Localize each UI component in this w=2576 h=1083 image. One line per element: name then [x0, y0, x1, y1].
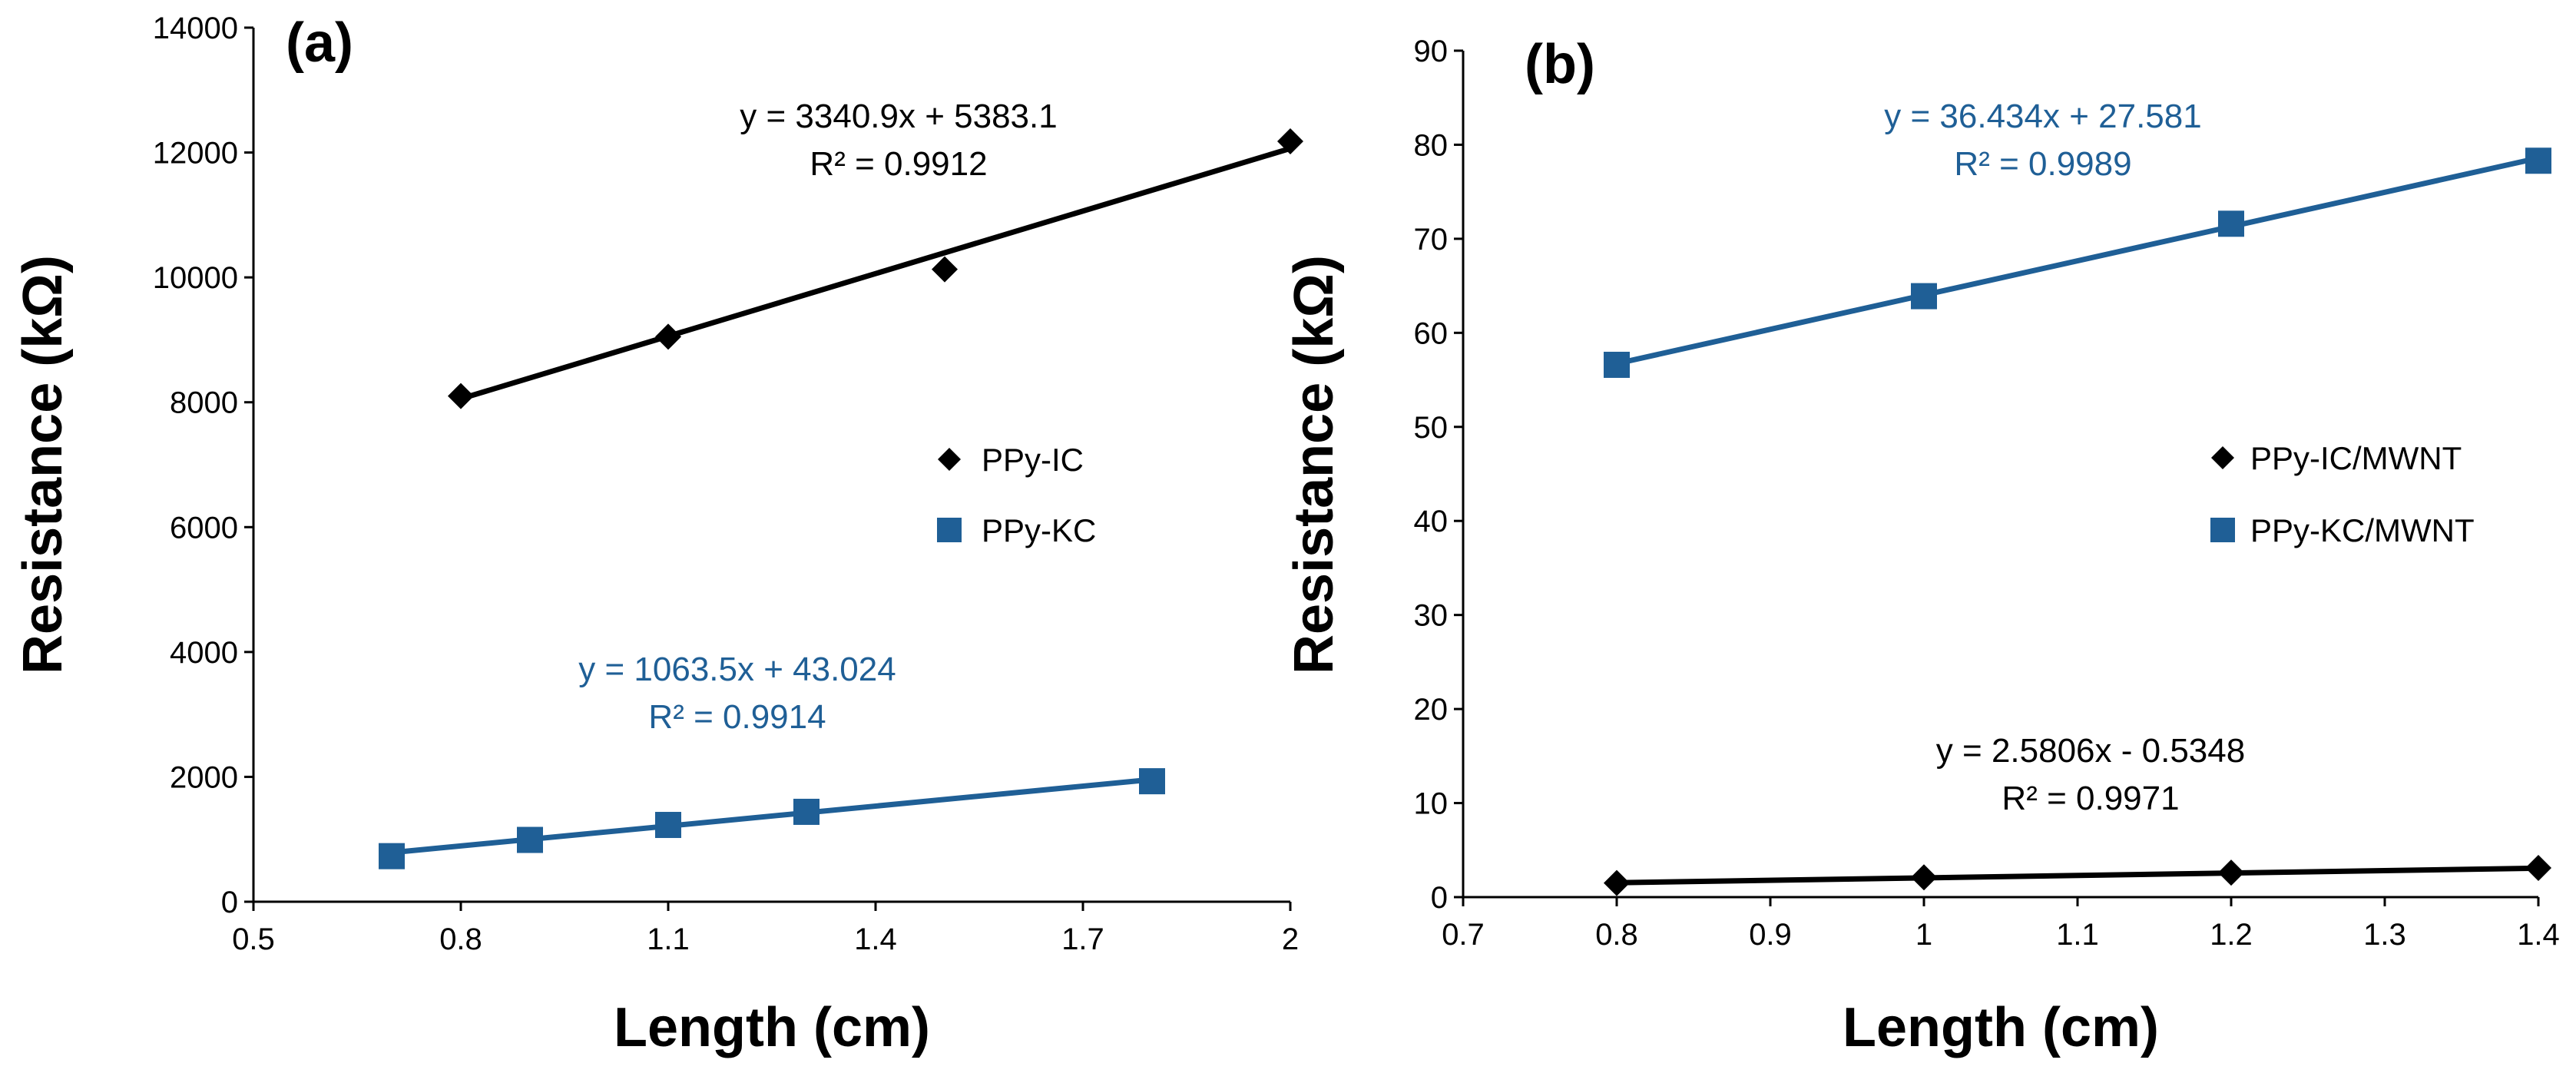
panel-b-ic-point [2218, 859, 2244, 886]
panel-b-kc-trendline [1616, 155, 2539, 366]
panel-b-ic-point [1911, 864, 1937, 891]
panel-b-x-tick-label: 1.1 [2056, 918, 2099, 952]
panel-a-ic-legend-marker [938, 448, 961, 471]
panel-b-kc-point [1911, 283, 1937, 310]
panel-b-x-tick-label: 0.8 [1595, 918, 1638, 952]
panel-a-y-tick-label: 14000 [153, 12, 238, 45]
panel-a-kc-equation: y = 1063.5x + 43.024 [578, 651, 896, 688]
panel-a-ic-equation: y = 3340.9x + 5383.1 [740, 98, 1057, 135]
panel-a-x-tick-label: 2 [1282, 922, 1299, 956]
panel-b-kc-point [2525, 147, 2551, 174]
panel-b-x-tick-label: 1.3 [2363, 918, 2406, 952]
panel-a-kc-legend-label: PPy-KC [982, 512, 1096, 548]
panel-b-ic-legend-label: PPy-IC/MWNT [2250, 440, 2462, 476]
panel-b-y-tick-label: 0 [1431, 881, 1448, 915]
panel-b-y-tick-label: 40 [1414, 505, 1449, 538]
panel-b-y-tick-label: 70 [1414, 223, 1449, 257]
panel-a-x-tick-label: 0.8 [439, 922, 482, 956]
panel-b-y-tick-label: 30 [1414, 599, 1449, 633]
panel-a-kc-legend-marker [937, 518, 962, 542]
panel-b-kc-legend-marker [2210, 518, 2235, 542]
panel-a-ic-point [932, 256, 958, 283]
panel-a-y-tick-label: 10000 [153, 261, 238, 295]
panel-a-kc-point [1139, 768, 1165, 795]
panel-b-y-tick-label: 20 [1414, 693, 1449, 727]
panel-b-x-tick-label: 1.4 [2517, 918, 2560, 952]
panel-a-y-tick-label: 6000 [170, 511, 238, 545]
panel-a-ic-point [655, 323, 681, 350]
panel-a-label: (a) [286, 12, 353, 74]
panel-a-ic-r-squared: R² = 0.9912 [810, 145, 987, 183]
panel-a-kc-point [517, 826, 543, 853]
panel-a-y-tick-label: 12000 [153, 137, 238, 171]
panel-b-y-tick-label: 80 [1414, 128, 1449, 162]
panel-b-y-tick-label: 50 [1414, 411, 1449, 445]
panel-b-x-tick-label: 1 [1915, 918, 1932, 952]
panel-b-ic-equation: y = 2.5806x - 0.5348 [1936, 732, 2245, 770]
panel-b-y-axis-title: Resistance (kΩ) [1283, 255, 1345, 674]
panel-b-x-tick-label: 0.7 [1442, 918, 1485, 952]
panel-a-ic-point [448, 383, 474, 409]
panel-a-x-axis-title: Length (cm) [614, 997, 930, 1058]
panel-b-ic-trendline [1616, 865, 2539, 886]
panel-b-label: (b) [1525, 34, 1595, 95]
panel-a-ic-legend-label: PPy-IC [982, 442, 1084, 478]
panel-b-ic-r-squared: R² = 0.9971 [2002, 780, 2179, 817]
panel-a-kc-r-squared: R² = 0.9914 [648, 698, 826, 736]
panel-b-ic-point [1604, 869, 1630, 896]
panel-b-x-axis-title: Length (cm) [1843, 997, 2159, 1058]
panel-b-ic-point [2525, 855, 2551, 882]
panel-b-kc-point [1604, 351, 1630, 378]
panel-b-y-tick-label: 10 [1414, 787, 1449, 821]
panel-b-ic-legend-marker [2211, 446, 2234, 469]
panel-a-x-tick-label: 1.4 [854, 922, 897, 956]
panel-a-y-tick-label: 0 [221, 886, 238, 919]
panel-a-kc-point [379, 843, 405, 869]
panel-b-kc-legend-label: PPy-KC/MWNT [2250, 512, 2475, 548]
panel-a-ic-point [1277, 128, 1303, 154]
panel-a-x-tick-label: 1.7 [1061, 922, 1104, 956]
panel-b-y-tick-label: 90 [1414, 35, 1449, 68]
panel-a-kc-point [793, 798, 819, 825]
panel-a-y-tick-label: 8000 [170, 386, 238, 420]
panel-b-y-tick-label: 60 [1414, 316, 1449, 350]
panel-a-kc-trendline [391, 777, 1153, 856]
panel-b-kc-point [2218, 210, 2244, 237]
panel-b-x-tick-label: 1.2 [2210, 918, 2253, 952]
panel-b-x-tick-label: 0.9 [1749, 918, 1792, 952]
panel-a-ic-trendline [459, 145, 1292, 402]
panel-b-kc-r-squared: R² = 0.9989 [1954, 145, 2131, 183]
panel-a-x-tick-label: 0.5 [232, 922, 275, 956]
panel-a-y-tick-label: 2000 [170, 760, 238, 794]
panel-a-kc-point [655, 812, 681, 839]
panel-b-kc-equation: y = 36.434x + 27.581 [1884, 98, 2201, 135]
panel-a-x-tick-label: 1.1 [647, 922, 690, 956]
panel-a-y-axis-title: Resistance (kΩ) [12, 255, 74, 674]
panel-a-y-tick-label: 4000 [170, 636, 238, 670]
